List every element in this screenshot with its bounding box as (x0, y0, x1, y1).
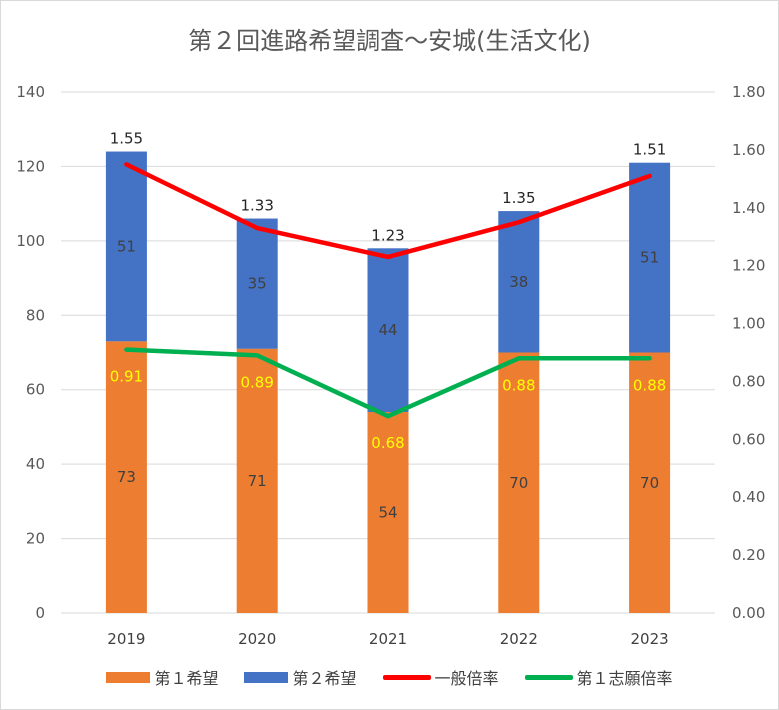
y-left-tick-label: 40 (26, 455, 45, 473)
bar-data-label: 44 (378, 321, 397, 339)
y-left-tick-label: 0 (35, 604, 45, 622)
legend-item: 第２希望 (244, 665, 357, 689)
y-right-tick-label: 0.00 (732, 604, 765, 622)
legend-item: 第１志願倍率 (524, 665, 673, 689)
y-right-tick-label: 1.20 (732, 257, 765, 275)
bar-data-label: 70 (640, 474, 659, 492)
x-tick-label: 2023 (631, 630, 669, 648)
bar-data-label: 71 (248, 472, 267, 490)
bar-data-label: 73 (117, 468, 136, 486)
bar-data-label: 51 (117, 237, 136, 255)
line-first-choice-ratio (124, 347, 652, 419)
bar-second-choice (105, 151, 147, 342)
general-ratio-label: 1.23 (371, 226, 404, 244)
bar-first-choice (105, 341, 147, 613)
bar-first-choice (367, 412, 409, 613)
bar-second-choice (629, 162, 671, 353)
chart-title: 第２回進路希望調査～安城(生活文化) (188, 27, 591, 55)
first-choice-ratio-label: 0.91 (110, 368, 143, 386)
bar-data-label: 35 (248, 275, 267, 293)
x-tick-label: 2022 (500, 630, 538, 648)
y-left-tick-label: 140 (16, 83, 45, 101)
legend-label: 第１希望 (154, 669, 219, 688)
bar-second-choice (236, 218, 278, 349)
legend-item: 一般倍率 (382, 665, 499, 689)
legend-swatch (382, 674, 431, 680)
general-ratio-label: 1.55 (110, 130, 143, 148)
y-left-tick-label: 120 (16, 157, 45, 175)
bar-data-label: 54 (378, 504, 397, 522)
legend-swatch (106, 671, 151, 683)
bar-second-choice (367, 248, 409, 413)
y-left-tick-label: 80 (26, 306, 45, 324)
general-ratio-label: 1.35 (502, 189, 535, 207)
y-right-tick-label: 0.80 (732, 372, 765, 390)
legend-item: 第１希望 (106, 665, 218, 689)
legend-swatch (244, 671, 289, 683)
y-left-tick-label: 100 (16, 232, 45, 250)
legend-swatch (524, 674, 573, 680)
legend: 第１希望 第２希望 一般倍率 第１志願倍率 (1, 665, 778, 689)
y-right-tick-label: 1.40 (732, 199, 765, 217)
y-right-tick-label: 0.60 (732, 430, 765, 448)
x-tick-label: 2020 (238, 630, 276, 648)
bar-data-label: 38 (509, 273, 528, 291)
line-general-ratio (124, 162, 652, 260)
bar-data-label: 70 (509, 474, 528, 492)
general-ratio-label: 1.51 (633, 141, 666, 159)
first-choice-ratio-label: 0.88 (633, 376, 666, 394)
x-tick-label: 2021 (369, 630, 407, 648)
general-ratio-label: 1.33 (240, 197, 273, 215)
y-left-tick-label: 60 (26, 381, 45, 399)
bar-first-choice (629, 352, 671, 613)
y-right-tick-label: 1.00 (732, 315, 765, 333)
bar-first-choice (498, 352, 540, 613)
bar-first-choice (236, 348, 278, 613)
chart-plot: 0 20 40 60 80 100 120 140 0.00 0.20 0.40 0.60 0.80 1.… (16, 83, 765, 648)
y-right-tick-label: 0.40 (732, 488, 765, 506)
first-choice-ratio-label: 0.68 (371, 434, 404, 452)
first-choice-ratio-label: 0.89 (240, 373, 273, 391)
legend-label: 一般倍率 (434, 669, 499, 688)
first-choice-ratio-label: 0.88 (502, 376, 535, 394)
legend-label: 第１志願倍率 (576, 669, 673, 688)
x-tick-label: 2019 (107, 630, 145, 648)
legend-label: 第２希望 (292, 669, 357, 688)
y-left-tick-label: 20 (26, 530, 45, 548)
y-right-tick-label: 0.20 (732, 546, 765, 564)
bar-data-label: 51 (640, 249, 659, 267)
y-right-tick-label: 1.60 (732, 141, 765, 159)
y-right-tick-label: 1.80 (732, 83, 765, 101)
bar-second-choice (498, 211, 540, 353)
